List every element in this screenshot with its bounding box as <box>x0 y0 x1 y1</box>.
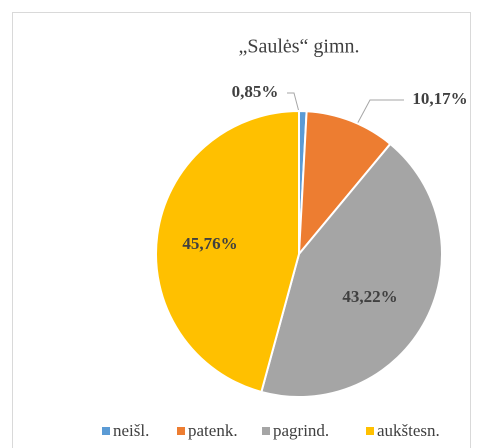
legend-label: neišl. <box>113 421 149 440</box>
legend-label: aukštesn. <box>377 421 440 440</box>
legend-swatch <box>102 427 110 435</box>
leader-line <box>354 99 404 129</box>
legend-label: patenk. <box>188 421 238 440</box>
data-label: 0,85% <box>232 82 279 101</box>
data-label: 43,22% <box>342 287 397 306</box>
legend-label: pagrind. <box>273 421 329 440</box>
pie-slice <box>155 109 300 394</box>
data-label: 45,76% <box>182 234 237 253</box>
leader-line <box>287 92 300 113</box>
pie-slice <box>297 110 392 257</box>
chart-title: „Saulės“ gimn. <box>238 36 359 58</box>
legend-swatch <box>177 427 185 435</box>
pie-slice <box>260 142 443 398</box>
data-label: 10,17% <box>412 89 467 108</box>
legend-swatch <box>262 427 270 435</box>
legend-swatch <box>366 427 374 435</box>
